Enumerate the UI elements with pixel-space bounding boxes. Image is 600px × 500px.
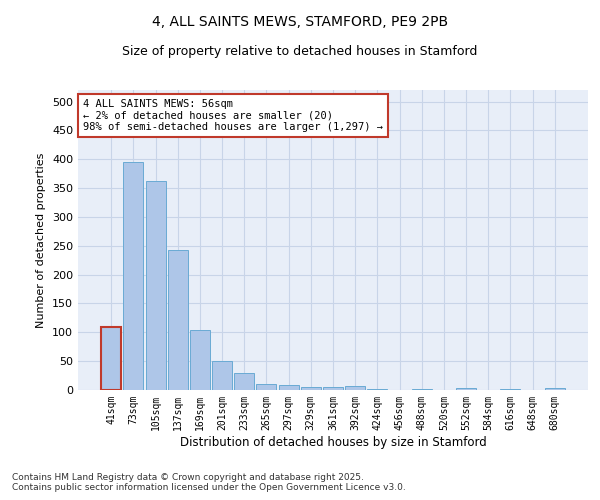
Bar <box>278 386 299 390</box>
Bar <box>146 181 166 390</box>
Bar <box>456 388 476 390</box>
Bar <box>545 388 565 390</box>
Bar <box>212 361 232 390</box>
Text: Contains HM Land Registry data © Crown copyright and database right 2025.: Contains HM Land Registry data © Crown c… <box>12 474 364 482</box>
Bar <box>168 250 188 390</box>
Bar <box>345 386 365 390</box>
Text: Contains public sector information licensed under the Open Government Licence v3: Contains public sector information licen… <box>12 484 406 492</box>
Bar <box>256 384 277 390</box>
Text: 4, ALL SAINTS MEWS, STAMFORD, PE9 2PB: 4, ALL SAINTS MEWS, STAMFORD, PE9 2PB <box>152 15 448 29</box>
Bar <box>124 162 143 390</box>
Bar <box>101 326 121 390</box>
Bar <box>190 330 210 390</box>
X-axis label: Distribution of detached houses by size in Stamford: Distribution of detached houses by size … <box>179 436 487 448</box>
Bar <box>323 387 343 390</box>
Text: 4 ALL SAINTS MEWS: 56sqm
← 2% of detached houses are smaller (20)
98% of semi-de: 4 ALL SAINTS MEWS: 56sqm ← 2% of detache… <box>83 99 383 132</box>
Text: Size of property relative to detached houses in Stamford: Size of property relative to detached ho… <box>122 45 478 58</box>
Y-axis label: Number of detached properties: Number of detached properties <box>37 152 46 328</box>
Bar <box>234 374 254 390</box>
Bar <box>301 386 321 390</box>
